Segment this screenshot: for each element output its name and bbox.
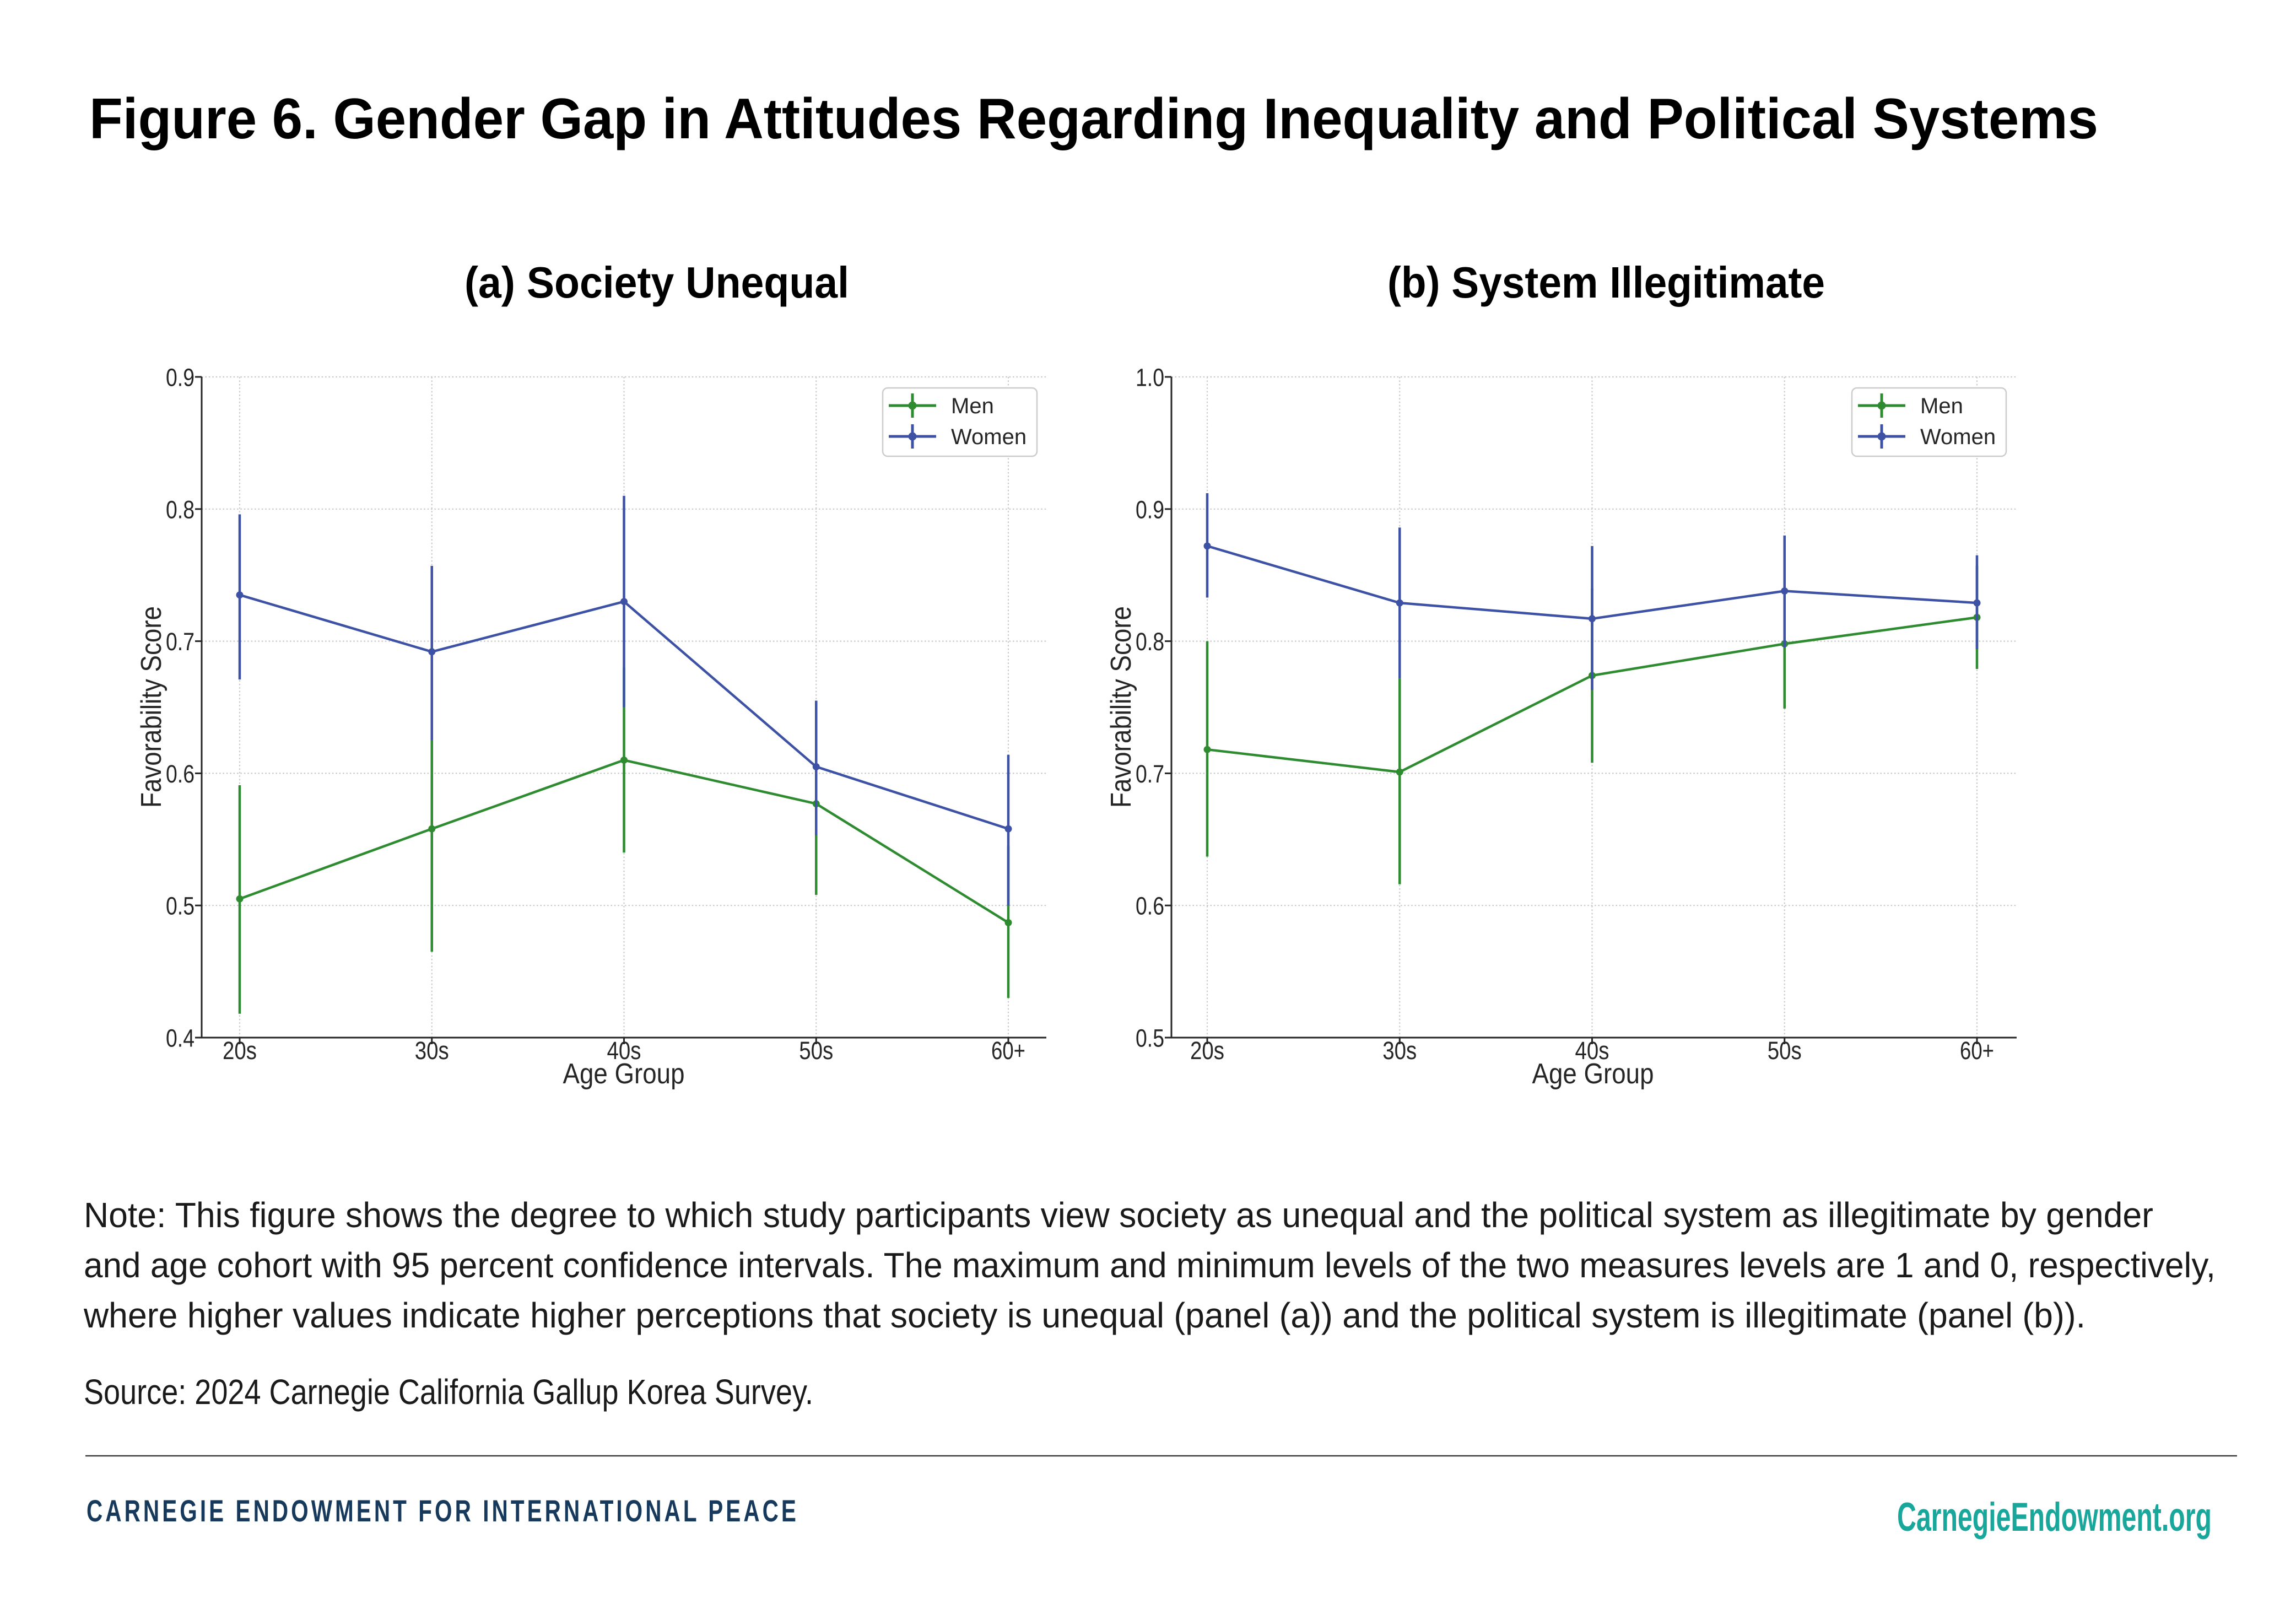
svg-text:40s: 40s	[607, 1036, 641, 1065]
svg-text:60+: 60+	[1960, 1036, 1994, 1065]
svg-text:Men: Men	[951, 394, 994, 418]
svg-text:Women: Women	[1920, 425, 1996, 449]
svg-text:0.6: 0.6	[1136, 892, 1164, 920]
svg-text:20s: 20s	[223, 1036, 257, 1065]
svg-text:Women: Women	[951, 425, 1027, 449]
svg-text:and age cohort with 95 percent: and age cohort with 95 percent confidenc…	[84, 1245, 2216, 1285]
svg-text:0.5: 0.5	[166, 892, 195, 920]
svg-text:0.8: 0.8	[1136, 628, 1164, 656]
svg-text:0.8: 0.8	[166, 495, 195, 523]
svg-text:Favorability Score: Favorability Score	[136, 606, 168, 808]
svg-text:Age Group: Age Group	[563, 1058, 685, 1090]
svg-text:60+: 60+	[991, 1036, 1025, 1065]
svg-text:0.7: 0.7	[166, 628, 195, 656]
svg-text:50s: 50s	[1768, 1036, 1802, 1065]
svg-text:40s: 40s	[1575, 1036, 1609, 1065]
svg-text:1.0: 1.0	[1136, 364, 1164, 392]
svg-text:Note: This figure shows the de: Note: This figure shows the degree to wh…	[84, 1195, 2153, 1235]
svg-text:(b) System Illegitimate: (b) System Illegitimate	[1387, 258, 1825, 307]
svg-text:20s: 20s	[1190, 1036, 1224, 1065]
svg-text:0.7: 0.7	[1136, 760, 1164, 788]
svg-text:0.4: 0.4	[166, 1024, 195, 1052]
svg-text:where higher values indicate h: where higher values indicate higher perc…	[83, 1295, 2086, 1335]
svg-text:0.6: 0.6	[166, 760, 195, 788]
svg-text:0.9: 0.9	[166, 364, 195, 392]
svg-text:Favorability Score: Favorability Score	[1105, 606, 1137, 808]
svg-text:Age Group: Age Group	[1532, 1058, 1654, 1090]
svg-text:Men: Men	[1920, 394, 1963, 418]
svg-text:(a) Society Unequal: (a) Society Unequal	[464, 258, 849, 307]
svg-text:30s: 30s	[1382, 1036, 1417, 1065]
svg-text:50s: 50s	[799, 1036, 833, 1065]
svg-text:30s: 30s	[415, 1036, 449, 1065]
svg-text:CARNEGIE ENDOWMENT FOR INTERNA: CARNEGIE ENDOWMENT FOR INTERNATIONAL PEA…	[87, 1493, 799, 1528]
svg-text:Figure 6. Gender Gap in Attitu: Figure 6. Gender Gap in Attitudes Regard…	[89, 87, 2098, 151]
svg-text:Source: 2024 Carnegie Californ: Source: 2024 Carnegie California Gallup …	[84, 1372, 813, 1412]
svg-text:0.5: 0.5	[1136, 1024, 1164, 1052]
svg-text:0.9: 0.9	[1136, 495, 1164, 523]
svg-text:CarnegieEndowment.org: CarnegieEndowment.org	[1897, 1495, 2212, 1540]
